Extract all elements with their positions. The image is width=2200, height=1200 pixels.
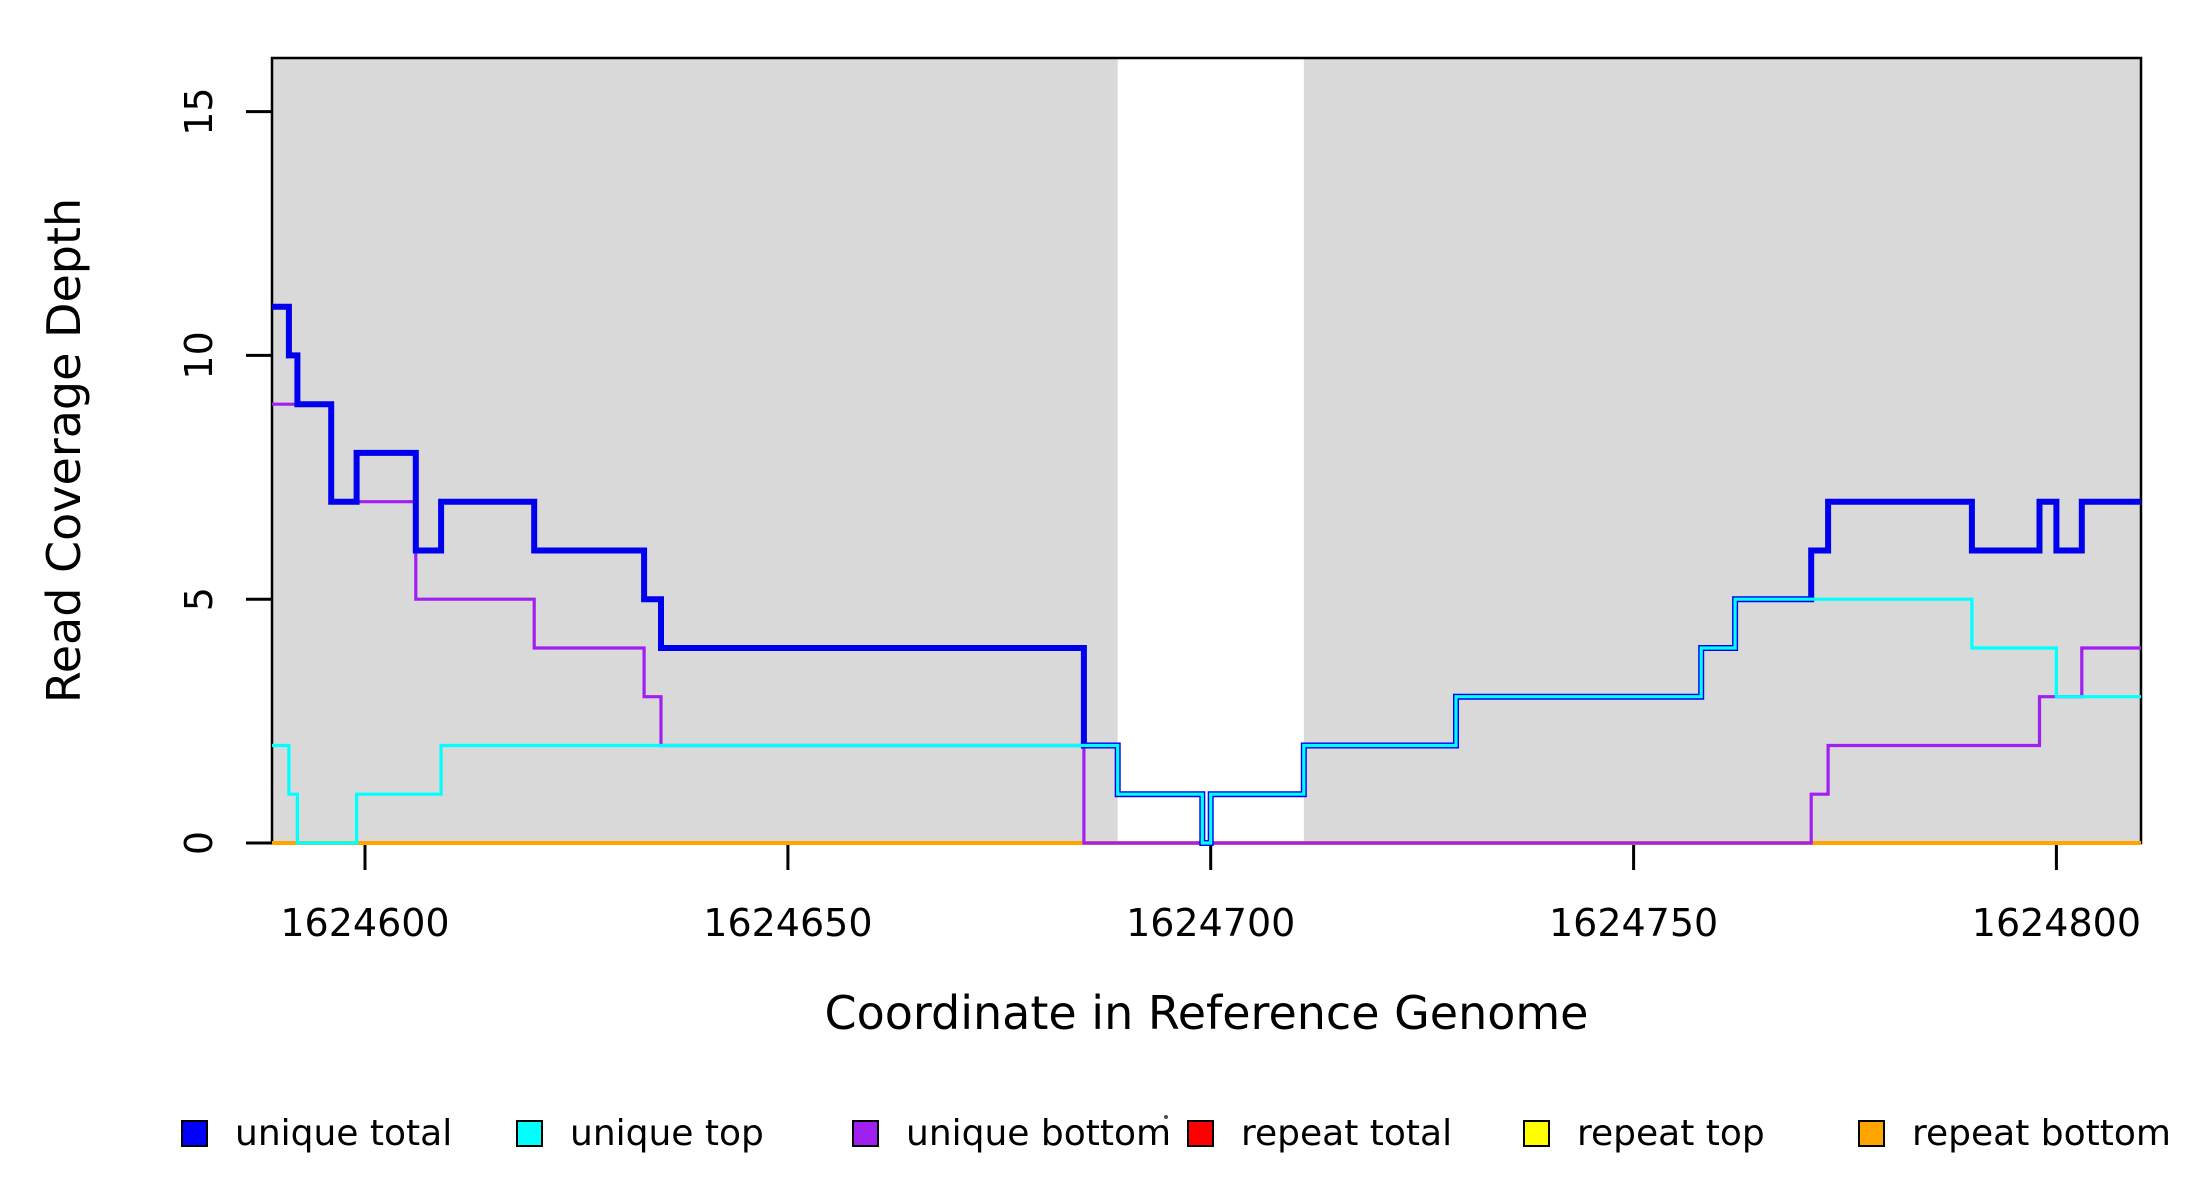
legend-item-unique-total: unique total — [181, 1110, 452, 1156]
legend-swatch-icon — [516, 1119, 543, 1147]
legend-swatch-icon — [1523, 1119, 1550, 1147]
x-axis-title: Coordinate in Reference Genome — [825, 986, 1589, 1040]
stray-dot — [1164, 1115, 1168, 1119]
legend-label: repeat top — [1577, 1112, 1765, 1154]
legend-label: unique top — [570, 1112, 764, 1154]
x-tick-label: 1624650 — [703, 901, 872, 945]
x-tick-label: 1624700 — [1126, 901, 1295, 945]
legend-item-unique-bottom: unique bottom — [852, 1110, 1171, 1156]
legend-label: repeat bottom — [1912, 1112, 2171, 1154]
legend-item-repeat-total: repeat total — [1187, 1110, 1452, 1156]
y-tick-label: 5 — [177, 587, 221, 611]
legend-item-unique-top: unique top — [516, 1110, 764, 1156]
legend-swatch-icon — [1187, 1119, 1214, 1147]
legend-swatch-icon — [852, 1119, 879, 1147]
y-tick-label: 0 — [177, 831, 221, 855]
legend-label: unique bottom — [906, 1112, 1172, 1154]
y-tick-label: 10 — [177, 331, 221, 379]
shaded-region — [1303, 58, 2141, 843]
series-unique-top — [272, 597, 2141, 845]
legend-item-repeat-bottom: repeat bottom — [1858, 1110, 2171, 1156]
y-tick-label: 15 — [177, 87, 221, 135]
x-tick-label: 1624750 — [1549, 901, 1718, 945]
y-axis-title: Read Coverage Depth — [37, 198, 91, 703]
legend-label: unique total — [235, 1112, 453, 1154]
legend-swatch-icon — [181, 1119, 208, 1147]
legend-item-repeat-top: repeat top — [1523, 1110, 1765, 1156]
x-tick-label: 1624800 — [1972, 901, 2141, 945]
legend-label: repeat total — [1241, 1112, 1453, 1154]
x-tick-label: 1624600 — [280, 901, 449, 945]
legend-swatch-icon — [1858, 1119, 1885, 1147]
